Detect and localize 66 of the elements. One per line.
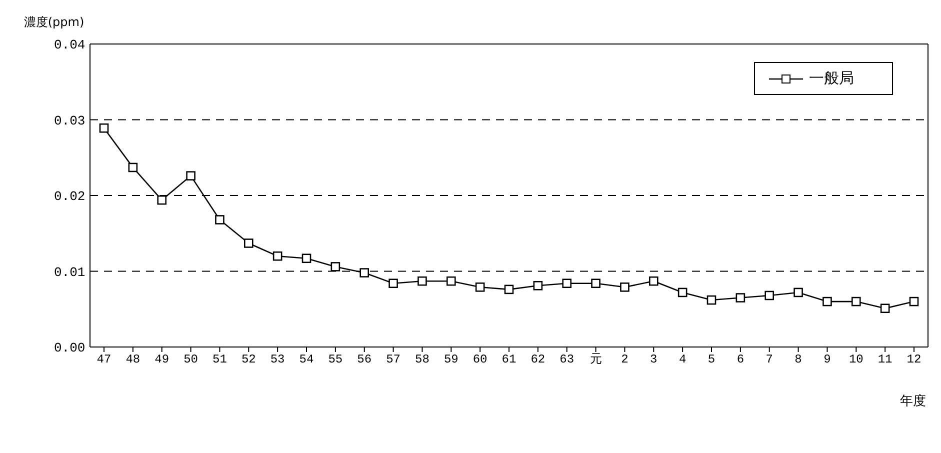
x-tick-label: 55 [328, 352, 343, 367]
x-tick-label: 52 [241, 352, 256, 367]
point [244, 238, 254, 248]
x-tick-label: 2 [621, 352, 628, 367]
x-tick-label: 57 [386, 352, 400, 367]
y-tick-label: 0.03 [54, 113, 86, 128]
point [736, 293, 746, 302]
point [533, 280, 543, 290]
x-tick-label: 56 [357, 352, 372, 367]
x-tick-label: 12 [906, 352, 922, 367]
x-tick-label: 53 [270, 352, 285, 367]
x-tick-label: 8 [794, 352, 802, 367]
x-tick-label: 6 [736, 352, 744, 367]
point [388, 278, 398, 288]
x-tick-label: 3 [650, 352, 658, 367]
point [186, 171, 196, 180]
x-tick-label: 54 [299, 352, 314, 367]
point [822, 296, 832, 306]
point [591, 278, 600, 288]
x-tick-label: 11 [878, 352, 892, 367]
point [475, 282, 485, 292]
point [446, 276, 456, 286]
point [678, 288, 688, 298]
x-tick-label: 7 [766, 352, 773, 367]
point [215, 215, 224, 224]
x-tick-label: 元 [590, 352, 602, 367]
point [880, 304, 890, 314]
point [504, 284, 514, 294]
point [99, 123, 109, 133]
x-tick-label: 9 [824, 352, 831, 367]
point [360, 268, 370, 278]
point [794, 288, 803, 298]
point [302, 254, 312, 264]
point [764, 290, 774, 300]
point [909, 296, 919, 306]
y-tick-label: 0.00 [54, 340, 86, 356]
point [562, 278, 572, 288]
point [272, 251, 282, 261]
point [157, 195, 167, 205]
x-tick-label: 50 [184, 352, 198, 367]
y-tick-label: 0.04 [54, 38, 86, 53]
x-tick-label: 5 [708, 352, 716, 367]
point [330, 262, 340, 272]
x-tick-label: 4 [678, 352, 686, 367]
x-tick-label: 60 [472, 352, 488, 367]
x-tick-label: 10 [848, 352, 864, 367]
x-tick-label: 58 [415, 352, 430, 367]
x-tick-label: 59 [444, 352, 458, 367]
x-axis-title: 年度 [900, 393, 926, 409]
x-tick-label: 51 [212, 352, 227, 367]
x-tick-label: 49 [154, 352, 170, 367]
point [648, 276, 658, 286]
point [706, 295, 716, 305]
y-axis-title: 濃度(ppm) [24, 15, 84, 29]
point [620, 282, 630, 292]
legend-label: 一般局 [809, 69, 854, 88]
point [851, 296, 861, 306]
point [128, 162, 138, 172]
y-tick-label: 0.02 [54, 189, 86, 204]
point [418, 276, 427, 286]
y-tick-label: 0.01 [54, 264, 86, 280]
x-tick-label: 62 [530, 352, 546, 367]
x-tick-label: 48 [126, 352, 140, 367]
x-tick-label: 63 [560, 352, 574, 367]
x-tick-label: 61 [502, 352, 516, 367]
x-tick-label: 47 [96, 352, 112, 367]
